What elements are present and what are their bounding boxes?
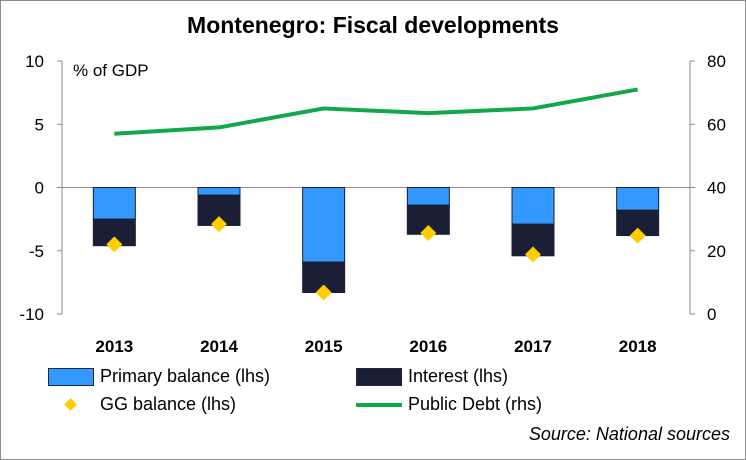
left-tick-label: 5 — [35, 115, 44, 134]
legend-label-primary-balance: Primary balance (lhs) — [100, 366, 271, 386]
left-tick-label: -10 — [19, 305, 44, 324]
gg-balance-point — [420, 225, 437, 242]
left-tick-label: 0 — [35, 179, 44, 198]
bar-primary-balance — [616, 187, 660, 211]
legend-swatch-interest — [356, 367, 402, 386]
gg-balance-point — [106, 236, 123, 253]
legend-gg-balance: GG balance (lhs) — [48, 394, 236, 415]
category-label: 2016 — [409, 337, 447, 356]
left-tick-label: -5 — [29, 242, 44, 261]
bar-primary-balance — [197, 187, 241, 196]
gg-balance-point — [211, 216, 227, 233]
legend-primary-balance: Primary balance (lhs) — [48, 366, 270, 387]
legend-public-debt: Public Debt (rhs) — [356, 394, 542, 415]
gg-balance-point — [315, 284, 332, 301]
category-label: 2014 — [200, 337, 238, 356]
source-note: Source: National sources — [528, 424, 730, 444]
legend-interest: Interest (lhs) — [356, 366, 508, 387]
category-label: 2013 — [95, 337, 133, 356]
right-tick-label: 0 — [707, 305, 716, 324]
bar-primary-balance — [302, 187, 346, 263]
legend-label-interest: Interest (lhs) — [408, 366, 509, 386]
right-tick-label: 20 — [707, 242, 726, 261]
legend-swatch-primary-balance — [48, 367, 94, 386]
y-axis-unit-label: % of GDP — [73, 61, 149, 80]
gg-balance-point — [629, 227, 646, 244]
legend-swatch-public-debt — [356, 402, 402, 407]
right-tick-label: 60 — [707, 115, 726, 134]
right-tick-label: 40 — [707, 179, 726, 198]
category-label: 2017 — [514, 337, 552, 356]
bar-primary-balance — [511, 187, 555, 225]
category-label: 2015 — [305, 337, 343, 356]
right-tick-label: 80 — [707, 52, 726, 71]
bar-primary-balance — [406, 187, 450, 206]
left-tick-label: 10 — [25, 52, 44, 71]
category-label: 2018 — [619, 337, 657, 356]
legend-label-gg-balance: GG balance (lhs) — [100, 394, 237, 414]
chart-title: Montenegro: Fiscal developments — [187, 12, 559, 38]
public-debt-line — [114, 87, 639, 136]
gg-balance-point — [525, 246, 541, 263]
legend-label-public-debt: Public Debt (rhs) — [408, 394, 543, 414]
bar-primary-balance — [92, 187, 136, 220]
legend-swatch-gg-balance — [48, 396, 94, 414]
